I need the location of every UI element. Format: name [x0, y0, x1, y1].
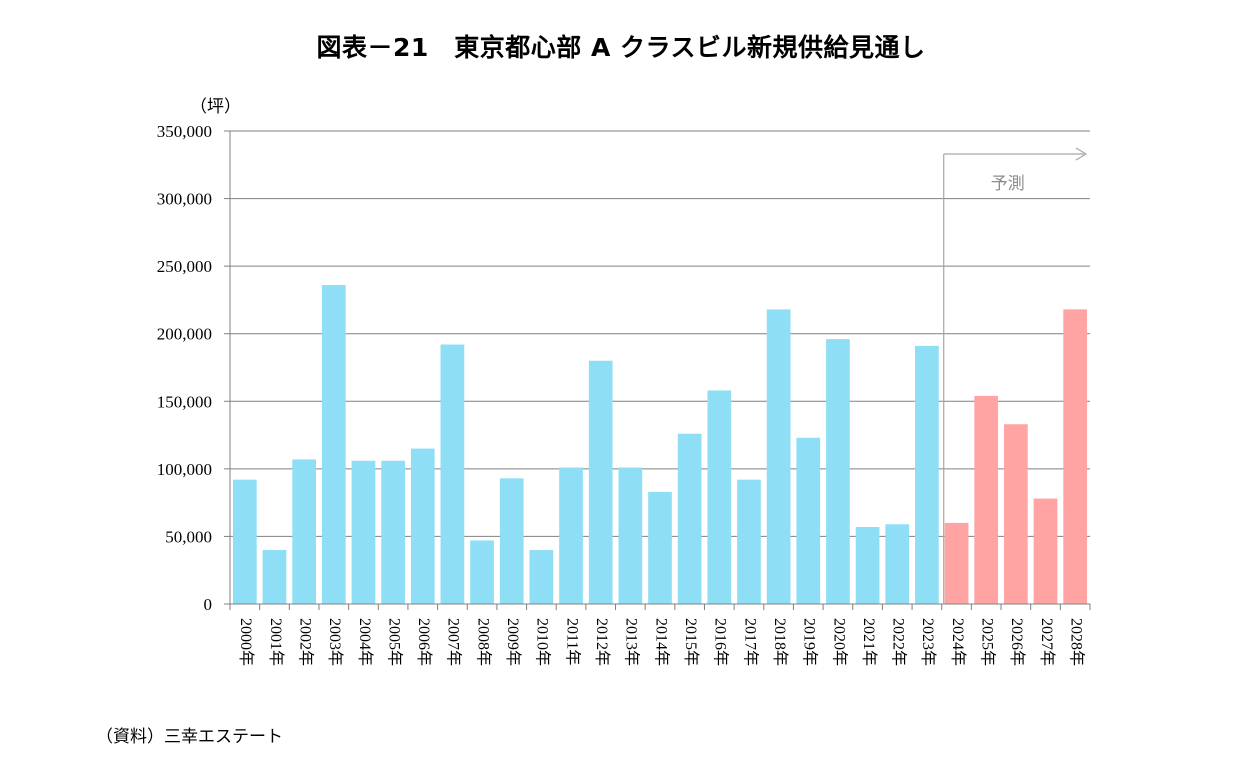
- x-tick-label: 2015年: [682, 618, 700, 666]
- bar-2024年: [944, 522, 969, 604]
- bar-2002年: [292, 459, 316, 604]
- x-tick-label: 2027年: [1038, 618, 1056, 666]
- bar-2016年: [707, 390, 732, 604]
- x-tick-label: 2020年: [830, 618, 848, 666]
- bar-2015年: [677, 433, 702, 604]
- bar-2001年: [262, 549, 287, 604]
- bar-2017年: [737, 479, 761, 604]
- bar-2010年: [529, 549, 554, 604]
- x-tick-label: 2017年: [741, 618, 759, 666]
- bar-2000年: [232, 479, 257, 604]
- y-axis-unit-label: （坪）: [190, 97, 241, 117]
- bar-2019年: [796, 437, 821, 604]
- x-tick-label: 2025年: [979, 618, 997, 666]
- y-tick-label: 50,000: [165, 527, 212, 546]
- x-tick-label: 2009年: [504, 618, 522, 666]
- bar-2007年: [440, 344, 465, 604]
- bar-2004年: [351, 460, 376, 604]
- x-tick-label: 2021年: [860, 618, 878, 666]
- x-tick-label: 2018年: [771, 618, 789, 666]
- x-tick-label: 2022年: [890, 618, 908, 666]
- bar-2027年: [1033, 498, 1058, 604]
- bar-2021年: [855, 526, 880, 604]
- x-tick-labels: 2000年 2001年 2002年 2003年 2004年 2005年 2006年 2007年…: [237, 618, 1085, 666]
- x-tick-label: 2011年: [563, 618, 581, 665]
- x-tick-label: 2013年: [623, 618, 641, 666]
- bars: [232, 285, 1088, 604]
- x-tick-label: 2016年: [712, 618, 730, 666]
- y-tick-label: 150,000: [157, 392, 212, 411]
- bar-2006年: [410, 448, 435, 604]
- y-tick-label: 250,000: [157, 257, 212, 276]
- x-tick-label: 2001年: [267, 618, 285, 666]
- x-tick-label: 2006年: [415, 618, 433, 666]
- bar-2028年: [1063, 309, 1088, 604]
- x-tick-label: 2012年: [593, 618, 611, 666]
- source-note: （資料）三幸エステート: [96, 727, 283, 747]
- x-tick-label: 2000年: [237, 618, 255, 666]
- x-tick-label: 2024年: [949, 618, 967, 666]
- x-tick-label: 2008年: [474, 618, 492, 666]
- x-tick-label: 2003年: [326, 618, 344, 666]
- bar-2005年: [381, 460, 405, 604]
- forecast-arrow-head-icon: [1075, 147, 1088, 161]
- bar-2022年: [885, 524, 910, 604]
- x-tick-label: 2007年: [445, 618, 463, 666]
- y-tick-label: 100,000: [157, 460, 212, 479]
- chart-title: 図表－21 東京都心部 A クラスビル新規供給見通し: [316, 33, 926, 62]
- x-tick-label: 2028年: [1068, 618, 1086, 666]
- bar-2008年: [470, 540, 494, 604]
- bar-2018年: [766, 309, 791, 604]
- x-tick-label: 2005年: [385, 618, 403, 666]
- bar-2013年: [618, 467, 643, 604]
- y-tick-label: 350,000: [157, 122, 212, 141]
- y-tick-label: 0: [204, 595, 213, 614]
- x-tick-label: 2014年: [652, 618, 670, 666]
- forecast-marker: 予測: [943, 147, 1088, 604]
- x-tick-label: 2023年: [919, 618, 937, 666]
- bar-2023年: [915, 345, 939, 604]
- x-tick-label: 2026年: [1008, 618, 1026, 666]
- bar-2003年: [321, 285, 346, 604]
- bar-2020年: [826, 339, 850, 604]
- bar-2012年: [588, 360, 613, 604]
- bar-2014年: [648, 491, 672, 604]
- x-tick-label: 2002年: [296, 618, 314, 666]
- y-tick-labels: 0 50,000 100,000 150,000 200,000 250,000 300,0…: [157, 122, 212, 614]
- axes: [224, 130, 1091, 610]
- bar-2026年: [1004, 424, 1028, 604]
- bar-2009年: [499, 478, 524, 604]
- y-tick-label: 300,000: [157, 190, 212, 209]
- bar-2011年: [559, 467, 583, 604]
- bar-2025年: [974, 395, 999, 604]
- forecast-label: 予測: [991, 174, 1025, 194]
- y-tick-label: 200,000: [157, 325, 212, 344]
- x-tick-label: 2010年: [534, 618, 552, 666]
- x-tick-label: 2019年: [801, 618, 819, 666]
- x-tick-label: 2004年: [356, 618, 374, 666]
